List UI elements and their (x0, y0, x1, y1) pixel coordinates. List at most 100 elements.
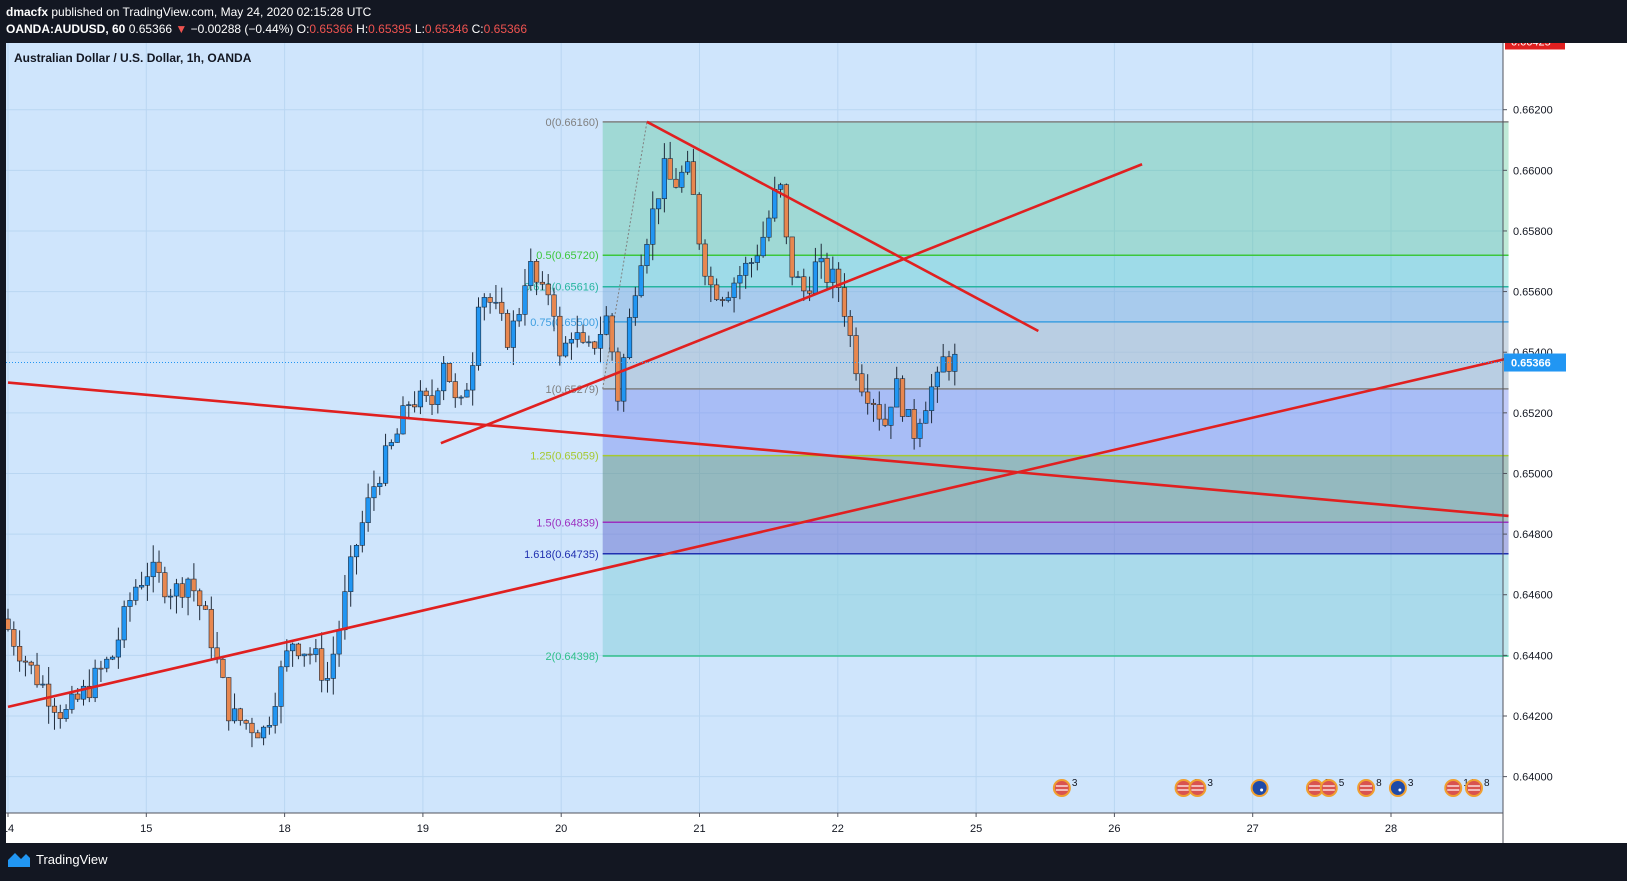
event-marker-circle (1388, 779, 1407, 797)
candle-body (667, 158, 673, 180)
low-label: L: (414, 22, 425, 36)
candle-body (191, 578, 197, 592)
candle-body (458, 396, 464, 399)
candle-body (208, 609, 214, 649)
fib-zone (602, 455, 1509, 523)
price-tick-label: 0.64200 (1513, 711, 1553, 723)
event-marker-circle (1464, 779, 1483, 797)
candle-body (940, 356, 946, 373)
candle-body (504, 313, 511, 348)
candle-body (789, 236, 795, 278)
price-tick-label: 0.66200 (1513, 105, 1553, 117)
candle-body (551, 294, 557, 317)
price-chart[interactable]: 0(0.66160) 0.5(0.65720) 0.618(0.65616) 0.75… (6, 43, 1627, 843)
fib-level-label: 1.618(0.64735) (524, 549, 599, 561)
time-tick-label: 27 (1247, 823, 1259, 835)
price-tick-label: 0.65600 (1513, 287, 1553, 299)
candle-body (545, 283, 551, 296)
candle-body (574, 332, 580, 340)
candle-body (557, 315, 563, 357)
candle-body (522, 285, 528, 315)
candle-body (324, 678, 331, 681)
event-marker-circle (1052, 779, 1071, 797)
chart-area[interactable]: 0(0.66160) 0.5(0.65720) 0.618(0.65616) 0.75… (6, 43, 1627, 843)
candle-body (394, 433, 400, 443)
candle-body (708, 275, 714, 286)
candle-body (98, 667, 104, 670)
candle-body (528, 261, 534, 287)
candle-body (400, 405, 406, 435)
price-tick-label: 0.64600 (1513, 590, 1553, 602)
candle-body (202, 605, 209, 610)
candle-body (6, 618, 11, 630)
candle-body (719, 299, 726, 301)
candle-body (644, 244, 650, 267)
candle-body (336, 629, 342, 655)
candles (6, 141, 958, 748)
candle-body (714, 284, 720, 300)
fib-zone (602, 121, 1509, 256)
open-label: O: (296, 22, 310, 36)
tradingview-brand[interactable]: TradingView (8, 852, 108, 867)
au-flag-event-icon (1250, 779, 1269, 797)
candle-body (737, 275, 743, 284)
high-value: 0.65395 (368, 22, 412, 36)
candle-body (777, 184, 784, 190)
time-tick-label: 25 (970, 823, 982, 835)
candle-body (899, 378, 906, 417)
price-axis-background (1503, 43, 1627, 843)
event-count: 3 (1207, 778, 1213, 789)
candle-body (568, 339, 575, 344)
candle-body (592, 341, 598, 349)
candle-body (615, 351, 621, 402)
candle-body (586, 341, 592, 344)
candle-body (621, 357, 627, 402)
candle-body (603, 315, 609, 335)
candle-body (22, 660, 29, 663)
candle-body (516, 314, 522, 322)
price-tick-label: 0.64400 (1513, 650, 1553, 662)
candle-body (359, 522, 365, 546)
close-value: 0.65366 (483, 22, 528, 36)
candle-body (563, 342, 569, 357)
us-flag-event-icon: 5 (1319, 778, 1345, 797)
candle-body (853, 335, 859, 375)
candle-body (731, 282, 737, 298)
candle-body (830, 268, 836, 283)
candle-body (882, 418, 888, 426)
trendline-long-descending (7, 381, 1509, 518)
candle-body (597, 334, 604, 349)
candle-body (307, 653, 313, 656)
author-name[interactable]: dmacfx (6, 5, 49, 19)
us-flag-event-icon: 3 (1188, 778, 1213, 797)
candle-body (609, 315, 615, 353)
candle-body (185, 578, 191, 598)
fib-zone (602, 286, 1509, 322)
top-price-badge-label: 0.66425 (1511, 43, 1551, 48)
us-flag-event-icon: 8 (1357, 778, 1382, 797)
symbol-label: OANDA:AUDUSD, 60 (6, 22, 126, 36)
top-price-badge (1505, 43, 1565, 50)
price-tick-label: 0.64000 (1513, 772, 1553, 784)
candle-body (690, 161, 697, 195)
flag-star (1398, 788, 1402, 792)
candle-body (923, 410, 929, 424)
candle-body (179, 583, 185, 598)
us-flag-event-icon: 3 (1052, 778, 1078, 797)
candle-body (104, 658, 110, 669)
time-tick-label: 21 (693, 823, 705, 835)
candle-body (661, 158, 667, 200)
candle-body (406, 404, 412, 406)
fib-zone (602, 388, 1509, 456)
candle-body (80, 685, 87, 700)
candle-body (452, 381, 458, 399)
candle-body (371, 486, 377, 499)
fib-level-label: 0(0.66160) (545, 117, 598, 129)
candle-body (51, 705, 58, 713)
brand-label: TradingView (36, 852, 108, 867)
trendline-ascending-support (440, 163, 1143, 445)
fib-level-label: 2(0.64398) (545, 651, 598, 663)
fib-zone (602, 321, 1509, 389)
candle-body (905, 409, 911, 417)
current-price-badge-label: 0.65366 (1511, 358, 1551, 370)
